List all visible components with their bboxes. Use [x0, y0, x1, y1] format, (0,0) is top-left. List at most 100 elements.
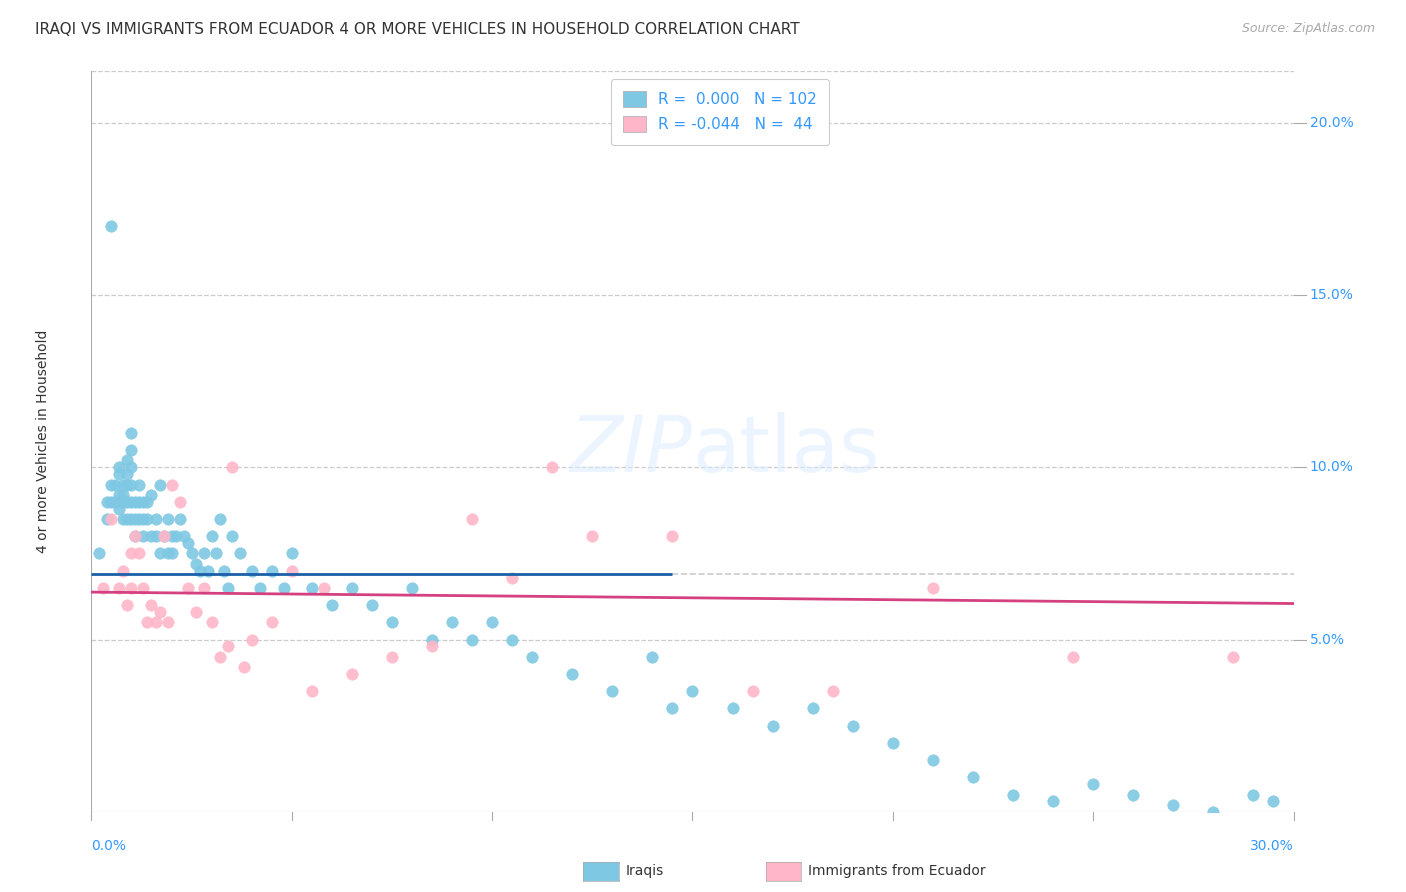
Point: [221, 529, 243, 543]
Point: [360, 598, 382, 612]
Point: [117, 495, 139, 509]
Point: [132, 581, 155, 595]
Text: 30.0%: 30.0%: [1250, 839, 1294, 854]
Point: [160, 477, 183, 491]
Point: [121, 546, 143, 560]
Point: [208, 649, 231, 664]
Point: [136, 512, 159, 526]
Point: [661, 701, 683, 715]
Point: [117, 477, 139, 491]
Point: [124, 529, 146, 543]
Point: [117, 598, 139, 612]
Point: [152, 529, 174, 543]
Text: 5.0%: 5.0%: [1309, 632, 1344, 647]
Point: [89, 546, 111, 560]
Point: [100, 219, 122, 234]
Point: [169, 495, 191, 509]
Point: [1243, 788, 1265, 802]
Point: [1122, 788, 1144, 802]
Point: [962, 770, 984, 784]
Point: [882, 736, 904, 750]
Point: [381, 649, 404, 664]
Point: [217, 640, 239, 654]
Text: 20.0%: 20.0%: [1309, 116, 1354, 130]
Text: IRAQI VS IMMIGRANTS FROM ECUADOR 4 OR MORE VEHICLES IN HOUSEHOLD CORRELATION CHA: IRAQI VS IMMIGRANTS FROM ECUADOR 4 OR MO…: [35, 22, 800, 37]
Point: [208, 512, 231, 526]
Text: 0.0%: 0.0%: [91, 839, 127, 854]
Point: [581, 529, 603, 543]
Point: [180, 546, 202, 560]
Point: [240, 632, 263, 647]
Point: [108, 488, 131, 502]
Point: [160, 529, 183, 543]
Text: atlas: atlas: [692, 412, 880, 488]
Text: Immigrants from Ecuador: Immigrants from Ecuador: [808, 864, 986, 879]
Point: [1062, 649, 1084, 664]
Point: [176, 536, 198, 550]
Point: [93, 581, 115, 595]
Point: [741, 684, 763, 698]
Point: [922, 581, 945, 595]
Text: Source: ZipAtlas.com: Source: ZipAtlas.com: [1241, 22, 1375, 36]
Point: [108, 460, 131, 475]
Point: [260, 615, 283, 630]
Point: [128, 495, 150, 509]
Text: 4 or more Vehicles in Household: 4 or more Vehicles in Household: [37, 330, 51, 553]
Point: [121, 581, 143, 595]
Point: [281, 546, 304, 560]
Point: [501, 570, 523, 584]
Point: [461, 632, 484, 647]
Point: [124, 529, 146, 543]
Point: [1042, 794, 1064, 808]
Point: [801, 701, 824, 715]
Point: [221, 460, 243, 475]
Point: [148, 605, 170, 619]
Point: [1202, 805, 1225, 819]
Point: [124, 512, 146, 526]
Point: [173, 529, 195, 543]
Point: [136, 615, 159, 630]
Point: [136, 495, 159, 509]
Text: 10.0%: 10.0%: [1309, 460, 1354, 475]
Point: [145, 512, 167, 526]
Point: [112, 477, 135, 491]
Point: [240, 564, 263, 578]
Point: [112, 564, 135, 578]
Point: [108, 467, 131, 482]
Point: [204, 546, 226, 560]
Point: [461, 512, 484, 526]
Point: [96, 495, 118, 509]
Point: [100, 477, 122, 491]
Point: [148, 546, 170, 560]
Point: [112, 512, 135, 526]
Point: [145, 529, 167, 543]
Point: [197, 564, 219, 578]
Point: [141, 488, 163, 502]
Point: [922, 753, 945, 767]
Point: [541, 460, 564, 475]
Point: [112, 488, 135, 502]
Point: [124, 495, 146, 509]
Point: [260, 564, 283, 578]
Point: [108, 501, 131, 516]
Point: [340, 667, 363, 681]
Point: [1001, 788, 1024, 802]
Point: [176, 581, 198, 595]
Point: [141, 598, 163, 612]
Point: [160, 546, 183, 560]
Text: ZIP: ZIP: [569, 412, 692, 488]
Point: [232, 660, 254, 674]
Point: [132, 495, 155, 509]
Point: [169, 512, 191, 526]
Point: [1222, 649, 1244, 664]
Point: [104, 495, 127, 509]
Point: [681, 684, 703, 698]
Point: [141, 529, 163, 543]
Point: [1161, 797, 1184, 812]
Point: [201, 529, 224, 543]
Point: [641, 649, 664, 664]
Point: [481, 615, 503, 630]
Point: [128, 477, 150, 491]
Point: [156, 512, 179, 526]
Point: [121, 425, 143, 440]
